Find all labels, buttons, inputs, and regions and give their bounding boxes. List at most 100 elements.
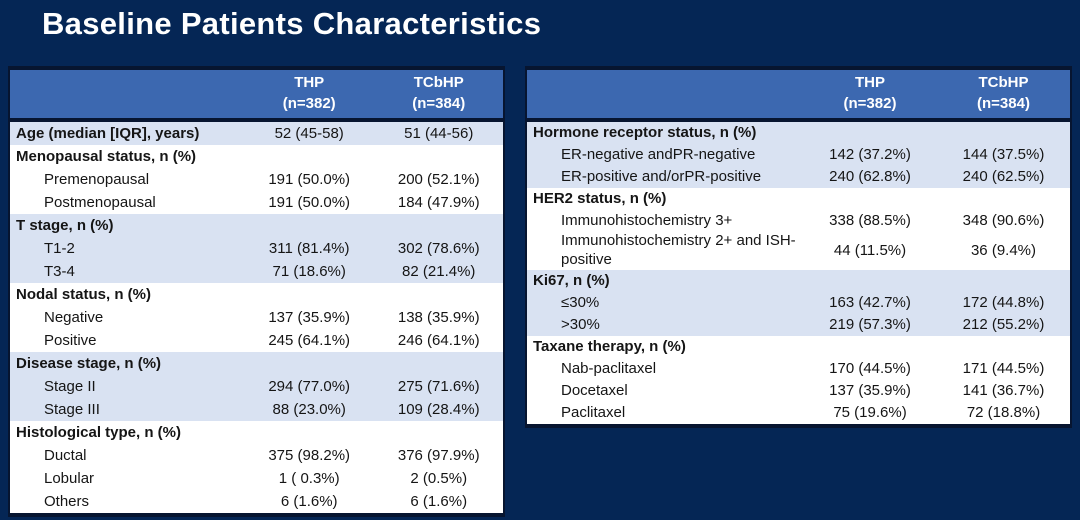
- row-label: Stage III: [9, 398, 244, 422]
- thp-value: 75 (19.6%): [803, 401, 937, 426]
- tcbhp-value: 144 (37.5%): [937, 144, 1071, 167]
- row-label: ≤30%: [526, 291, 803, 314]
- row-label: Nab-paclitaxel: [526, 357, 803, 380]
- tcbhp-value: [937, 335, 1071, 358]
- baseline-table-left: THP (n=382) TCbHP (n=384) Age (median [IQR],…: [8, 66, 505, 518]
- row-label: Stage II: [9, 375, 244, 399]
- thp-value: 191 (50.0%): [243, 191, 375, 215]
- thp-value: 52 (45-58): [243, 120, 375, 146]
- tcbhp-value: [374, 352, 504, 376]
- thp-value: [803, 188, 937, 211]
- table-row: >30% 219 (57.3%) 212 (55.2%): [526, 313, 1071, 336]
- section-title: HER2 status, n (%): [526, 188, 803, 211]
- row-label: T3-4: [9, 260, 244, 284]
- tcbhp-value: 246 (64.1%): [374, 329, 504, 353]
- tcbhp-value: 275 (71.6%): [374, 375, 504, 399]
- table-row: Docetaxel 137 (35.9%) 141 (36.7%): [526, 379, 1071, 402]
- table-row: Nab-paclitaxel 170 (44.5%) 171 (44.5%): [526, 357, 1071, 380]
- table-row: Premenopausal 191 (50.0%) 200 (52.1%): [9, 168, 504, 192]
- section-title: Menopausal status, n (%): [9, 145, 244, 169]
- thp-value: 311 (81.4%): [243, 237, 375, 261]
- section-title: Age (median [IQR], years): [9, 120, 244, 146]
- section-header-row: Menopausal status, n (%): [9, 145, 504, 169]
- tcbhp-value: [374, 283, 504, 307]
- section-header-row: HER2 status, n (%): [526, 188, 1071, 211]
- tcbhp-value: 200 (52.1%): [374, 168, 504, 192]
- section-header-row: Age (median [IQR], years) 52 (45-58) 51 (4…: [9, 120, 504, 146]
- thp-value: 375 (98.2%): [243, 444, 375, 468]
- thp-value: 338 (88.5%): [803, 210, 937, 233]
- table-row: ≤30% 163 (42.7%) 172 (44.8%): [526, 291, 1071, 314]
- column-header-thp: THP (n=382): [803, 68, 937, 123]
- tcbhp-value: 240 (62.5%): [937, 166, 1071, 189]
- section-header-row: Histological type, n (%): [9, 421, 504, 445]
- tcbhp-value: [374, 145, 504, 169]
- table-row: Lobular 1 ( 0.3%) 2 (0.5%): [9, 467, 504, 491]
- row-label: Positive: [9, 329, 244, 353]
- thp-value: 88 (23.0%): [243, 398, 375, 422]
- thp-value: 294 (77.0%): [243, 375, 375, 399]
- table-header-row: THP (n=382) TCbHP (n=384): [9, 68, 504, 123]
- table-row: ER-positive and/orPR-positive 240 (62.8%)…: [526, 166, 1071, 189]
- tcbhp-value: [374, 421, 504, 445]
- tcbhp-value: [937, 269, 1071, 292]
- section-header-row: Hormone receptor status, n (%): [526, 120, 1071, 145]
- treatment-arm-label: TCbHP: [978, 74, 1029, 91]
- section-header-row: Ki67, n (%): [526, 269, 1071, 292]
- section-title: Hormone receptor status, n (%): [526, 120, 803, 145]
- section-header-row: Taxane therapy, n (%): [526, 335, 1071, 358]
- row-label: Postmenopausal: [9, 191, 244, 215]
- thp-value: 1 ( 0.3%): [243, 467, 375, 491]
- treatment-arm-label: THP: [855, 74, 885, 91]
- table-row: Stage II 294 (77.0%) 275 (71.6%): [9, 375, 504, 399]
- thp-value: [243, 421, 375, 445]
- thp-value: [243, 214, 375, 238]
- table-header-row: THP (n=382) TCbHP (n=384): [526, 68, 1071, 123]
- tcbhp-value: 82 (21.4%): [374, 260, 504, 284]
- thp-value: 245 (64.1%): [243, 329, 375, 353]
- row-label: ER-positive and/orPR-positive: [526, 166, 803, 189]
- table-row: Immunohistochemistry 2+ and ISH-positive…: [526, 232, 1071, 270]
- thp-value: [803, 120, 937, 145]
- tcbhp-value: 376 (97.9%): [374, 444, 504, 468]
- tcbhp-value: 184 (47.9%): [374, 191, 504, 215]
- row-label: >30%: [526, 313, 803, 336]
- table-row: Negative 137 (35.9%) 138 (35.9%): [9, 306, 504, 330]
- tcbhp-value: [374, 214, 504, 238]
- table-row: Immunohistochemistry 3+ 338 (88.5%) 348 (9…: [526, 210, 1071, 233]
- tcbhp-value: 2 (0.5%): [374, 467, 504, 491]
- row-label: ER-negative andPR-negative: [526, 144, 803, 167]
- thp-value: [243, 352, 375, 376]
- row-label: T1-2: [9, 237, 244, 261]
- page-title: Baseline Patients Characteristics: [42, 6, 542, 41]
- section-header-row: Disease stage, n (%): [9, 352, 504, 376]
- thp-value: 163 (42.7%): [803, 291, 937, 314]
- row-label: Ductal: [9, 444, 244, 468]
- thp-value: 137 (35.9%): [243, 306, 375, 330]
- row-label: Premenopausal: [9, 168, 244, 192]
- thp-value: [243, 283, 375, 307]
- table-row: Paclitaxel 75 (19.6%) 72 (18.8%): [526, 401, 1071, 426]
- arm-sample-size: (n=384): [977, 94, 1030, 112]
- thp-value: 142 (37.2%): [803, 144, 937, 167]
- thp-value: 240 (62.8%): [803, 166, 937, 189]
- tcbhp-value: 138 (35.9%): [374, 306, 504, 330]
- tcbhp-value: 6 (1.6%): [374, 490, 504, 516]
- arm-sample-size: (n=382): [282, 94, 336, 112]
- section-header-row: Nodal status, n (%): [9, 283, 504, 307]
- column-header-blank: [9, 68, 244, 123]
- column-header-thp: THP (n=382): [243, 68, 375, 123]
- column-header-tcbhp: TCbHP (n=384): [374, 68, 504, 123]
- table-row: Postmenopausal 191 (50.0%) 184 (47.9%): [9, 191, 504, 215]
- column-header-blank: [526, 68, 803, 123]
- arm-sample-size: (n=382): [843, 94, 897, 112]
- baseline-table-right-container: THP (n=382) TCbHP (n=384) Hormone receptor s…: [525, 66, 1072, 428]
- section-title: Histological type, n (%): [9, 421, 244, 445]
- tcbhp-value: 51 (44-56): [374, 120, 504, 146]
- section-title: T stage, n (%): [9, 214, 244, 238]
- thp-value: [243, 145, 375, 169]
- table-row: Positive 245 (64.1%) 246 (64.1%): [9, 329, 504, 353]
- section-title: Ki67, n (%): [526, 269, 803, 292]
- thp-value: 44 (11.5%): [803, 232, 937, 270]
